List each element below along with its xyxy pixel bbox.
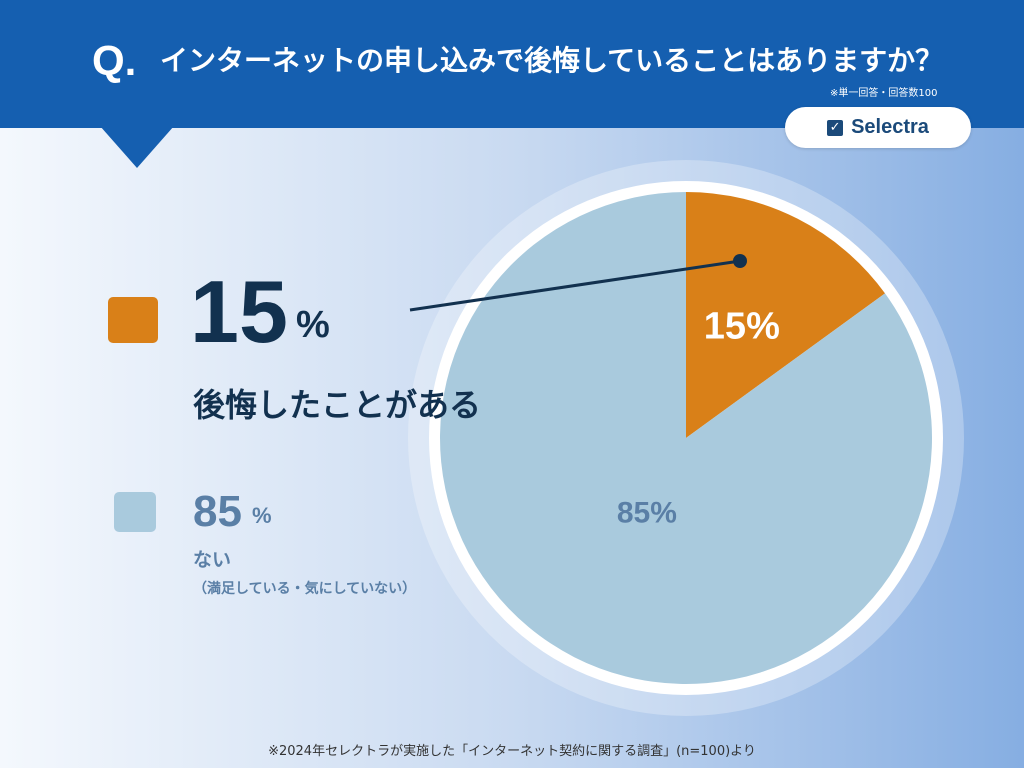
source-footnote: ※2024年セレクトラが実施した「インターネット契約に関する調査」(n=100)…: [268, 744, 756, 759]
legend-regret-value: 15: [190, 262, 288, 361]
pie-slice-1: [439, 192, 933, 684]
legend-regret-unit: %: [296, 304, 330, 346]
leader-line: [409, 259, 741, 312]
selectra-logo: ✓ Selectra: [785, 107, 971, 148]
legend-no-regret-note: （満足している・気にしていない）: [193, 581, 417, 597]
question-title: インターネットの申し込みで後悔していることはありますか？: [160, 44, 944, 77]
legend-no-regret-label: ない: [193, 549, 232, 571]
legend-no-regret-unit: %: [252, 503, 272, 528]
legend-swatch-no-regret: [114, 492, 156, 532]
logo-text: Selectra: [851, 116, 929, 138]
leader-dot: [733, 254, 747, 268]
header-notch: [100, 126, 174, 168]
legend-no-regret-value: 85: [193, 487, 242, 536]
question-mark-label: Q.: [92, 37, 137, 84]
respondents-note: ※単一回答・回答数100: [830, 88, 938, 99]
pie-label-1: 85%: [617, 497, 677, 530]
header-banner: [0, 0, 1024, 128]
legend-swatch-regret: [108, 297, 158, 343]
pie-label-0: 15%: [704, 305, 780, 347]
legend-regret-label: 後悔したことがある: [193, 386, 482, 424]
pie-slice-0: [686, 192, 886, 438]
check-box-icon: ✓: [827, 119, 844, 136]
